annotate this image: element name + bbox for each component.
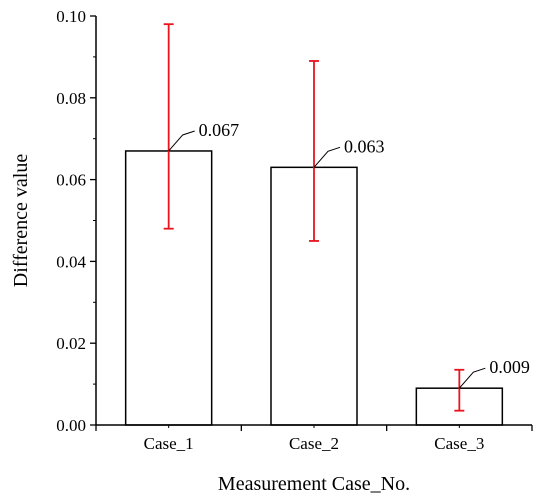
data-label-leader (313, 146, 341, 168)
data-label: 0.009 (489, 357, 530, 377)
data-label: 0.067 (199, 120, 240, 140)
y-tick-label: 0.10 (56, 7, 86, 26)
y-tick-label: 0.00 (56, 416, 86, 435)
y-axis-title: Difference value (10, 154, 32, 288)
y-tick-label: 0.02 (56, 334, 86, 353)
y-tick-label: 0.04 (56, 252, 86, 271)
leader-line (313, 146, 341, 168)
plot-area: 0.067 0.063 0.009 0.00 0.02 0.04 0.06 0.08 0.10 C… (56, 7, 533, 453)
x-tick-label: Case_1 (144, 434, 194, 453)
error-bar-case-3 (454, 368, 465, 412)
leader-line (458, 367, 486, 389)
data-label: 0.063 (344, 136, 385, 156)
x-tick-label: Case_2 (289, 434, 339, 453)
y-tick-label: 0.06 (56, 171, 86, 190)
error-bar-case-1 (163, 23, 174, 230)
data-label-leader (458, 367, 486, 389)
x-axis-title: Measurement Case_No. (218, 473, 410, 495)
y-tick-label: 0.08 (56, 89, 86, 108)
error-bar-case-2 (309, 60, 319, 242)
x-tick-label: Case_3 (434, 434, 484, 453)
leader-line (168, 130, 195, 152)
data-label-leader (168, 130, 195, 152)
